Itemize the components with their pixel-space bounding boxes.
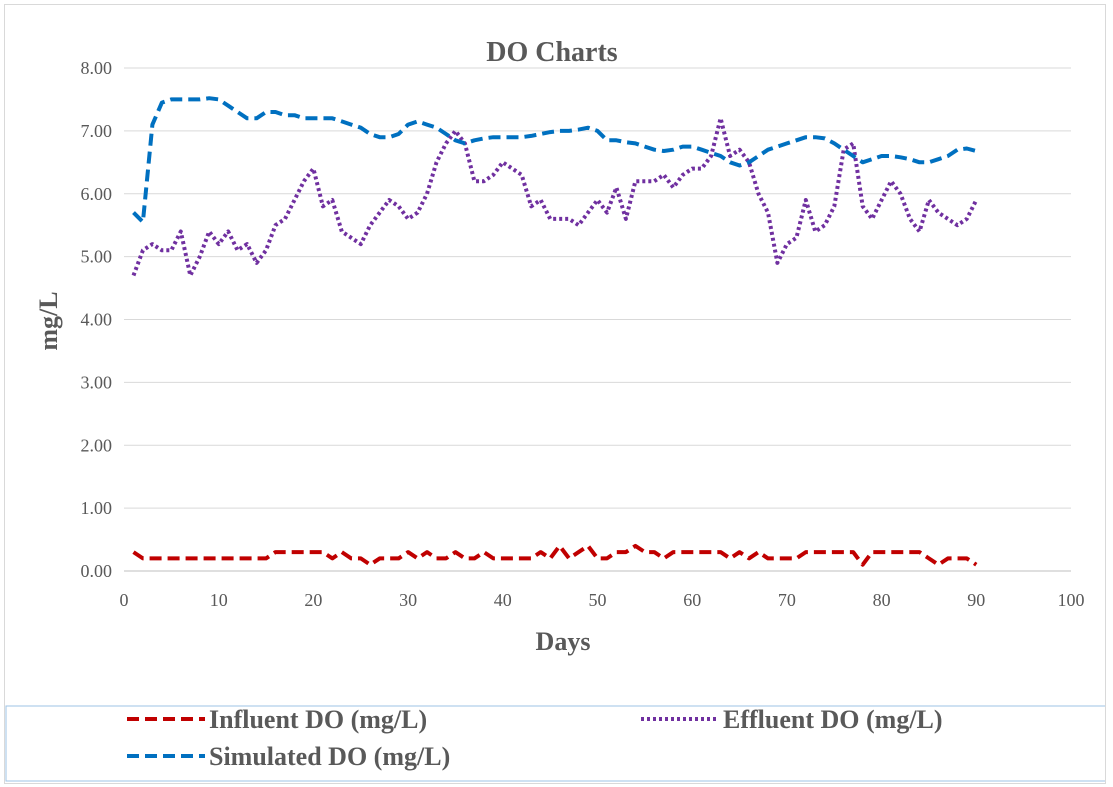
axes: 0.00 1.00 2.00 3.00 4.00 5.00 6.00 7.00 8.00 0 10 2… — [81, 58, 1085, 610]
series-line-1 — [132, 543, 978, 567]
x-tick-label: 60 — [683, 590, 701, 610]
x-tick-label: 40 — [494, 590, 512, 610]
y-tick-label: 1.00 — [81, 498, 113, 518]
y-axis-title: mg/L — [34, 291, 63, 350]
legend-label-1: Influent DO (mg/L) — [209, 705, 427, 734]
x-tick-label: 90 — [967, 590, 985, 610]
x-tick-label: 0 — [120, 590, 129, 610]
series-lines — [131, 96, 979, 567]
y-tick-label: 3.00 — [81, 372, 113, 392]
y-tick-label: 5.00 — [81, 247, 113, 267]
x-tick-label: 20 — [304, 590, 322, 610]
y-tick-label: 0.00 — [81, 561, 113, 581]
legend: Influent DO (mg/L) Effluent DO (mg/L) Simu… — [5, 705, 1105, 782]
x-axis-title: Days — [536, 627, 591, 656]
y-tick-label: 7.00 — [81, 121, 113, 141]
x-tick-label: 50 — [589, 590, 607, 610]
series-line-2 — [131, 116, 979, 278]
x-tick-label: 10 — [210, 590, 228, 610]
x-tick-label: 100 — [1058, 590, 1085, 610]
legend-label-2: Effluent DO (mg/L) — [723, 705, 943, 734]
gridlines — [124, 67, 1071, 509]
series-line-3 — [132, 96, 977, 224]
legend-box — [5, 705, 1105, 782]
y-tick-label: 4.00 — [81, 310, 113, 330]
x-tick-label: 70 — [778, 590, 796, 610]
y-tick-label: 2.00 — [81, 435, 113, 455]
x-tick-label: 80 — [873, 590, 891, 610]
x-tick-label: 30 — [399, 590, 417, 610]
chart-title: DO Charts — [486, 37, 618, 68]
chart-canvas: DO Charts 0.00 1.00 2.00 3.00 4.00 5.00 6.00 7.… — [5, 37, 1105, 782]
chart-frame: DO Charts 0.00 1.00 2.00 3.00 4.00 5.00 6.00 7.… — [4, 4, 1106, 784]
y-tick-label: 6.00 — [81, 184, 113, 204]
legend-label-3: Simulated DO (mg/L) — [209, 742, 450, 771]
y-tick-label: 8.00 — [81, 58, 113, 78]
